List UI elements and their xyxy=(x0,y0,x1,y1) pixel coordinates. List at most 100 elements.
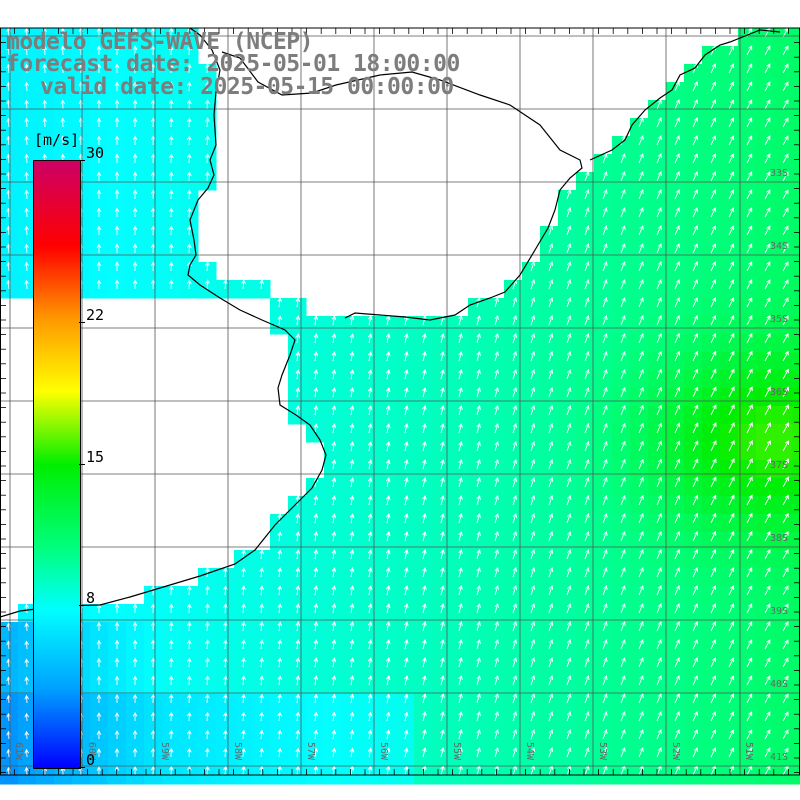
field-cell xyxy=(234,640,253,659)
field-cell xyxy=(378,406,397,425)
wind-arrow xyxy=(187,639,192,650)
wind-arrow xyxy=(114,135,120,146)
field-cell xyxy=(324,514,343,533)
field-cell xyxy=(756,676,775,695)
field-cell xyxy=(648,298,667,317)
wind-arrow xyxy=(24,45,29,56)
field-cell xyxy=(702,514,721,533)
wind-arrow xyxy=(566,386,572,398)
field-cell xyxy=(720,136,739,155)
wind-arrow xyxy=(96,712,102,722)
field-cell xyxy=(612,730,631,749)
field-cell xyxy=(558,568,577,587)
field-cell xyxy=(522,334,541,353)
field-cell xyxy=(792,46,800,65)
wind-arrow xyxy=(150,99,156,110)
field-cell xyxy=(162,172,181,191)
wind-arrow xyxy=(602,531,608,542)
wind-arrow xyxy=(458,315,463,326)
wind-arrow xyxy=(584,404,590,416)
field-cell xyxy=(468,676,487,695)
field-cell xyxy=(792,64,800,83)
wind-arrow xyxy=(313,621,319,632)
field-cell xyxy=(414,316,433,335)
field-cell xyxy=(540,712,559,731)
field-cell xyxy=(378,640,397,659)
field-cell xyxy=(252,658,271,677)
field-cell xyxy=(666,424,685,443)
field-cell xyxy=(198,658,217,677)
wind-arrow xyxy=(638,315,644,326)
wind-arrow xyxy=(782,603,789,614)
wind-arrow xyxy=(764,81,771,92)
field-cell xyxy=(702,244,721,263)
wind-arrow xyxy=(422,549,427,560)
field-cell xyxy=(360,370,379,389)
field-cell xyxy=(306,532,325,551)
field-cell xyxy=(360,532,379,551)
field-cell xyxy=(576,316,595,335)
field-cell xyxy=(468,550,487,569)
field-cell xyxy=(684,352,703,371)
field-cell xyxy=(540,298,559,317)
field-cell xyxy=(504,586,523,605)
field-cell xyxy=(0,28,19,47)
field-cell xyxy=(630,514,649,533)
wind-arrow xyxy=(656,711,662,722)
field-cell xyxy=(594,730,613,749)
field-cell xyxy=(666,550,685,569)
field-cell xyxy=(108,190,127,209)
wind-arrow xyxy=(548,261,554,272)
field-cell xyxy=(720,298,739,317)
wind-arrow xyxy=(24,766,30,776)
wind-arrow xyxy=(187,171,192,182)
field-cell xyxy=(360,640,379,659)
wind-arrow xyxy=(168,207,174,218)
wind-arrow xyxy=(422,405,427,416)
field-cell xyxy=(774,658,793,677)
wind-arrow xyxy=(187,243,192,254)
field-cell xyxy=(756,82,775,101)
wind-arrow xyxy=(584,657,590,668)
field-cell xyxy=(198,586,217,605)
wind-arrow xyxy=(530,369,536,380)
field-cell xyxy=(792,622,800,641)
wind-arrow xyxy=(584,458,590,470)
wind-arrow xyxy=(620,153,626,164)
wind-arrow xyxy=(42,45,48,56)
wind-arrow xyxy=(764,530,771,542)
wind-arrow xyxy=(656,189,662,200)
field-cell xyxy=(450,712,469,731)
wind-arrow xyxy=(782,135,789,146)
field-cell xyxy=(612,586,631,605)
field-cell xyxy=(378,352,397,371)
field-cell xyxy=(342,388,361,407)
field-cell xyxy=(612,640,631,659)
wind-arrow xyxy=(476,333,481,344)
wind-arrow xyxy=(458,369,463,380)
field-cell xyxy=(162,46,181,65)
wind-arrow xyxy=(782,243,789,254)
field-cell xyxy=(306,514,325,533)
wind-arrow xyxy=(150,765,156,776)
wind-arrow xyxy=(512,351,518,362)
field-cell xyxy=(360,334,379,353)
field-cell xyxy=(666,622,685,641)
wind-arrow xyxy=(458,657,463,668)
wind-arrow xyxy=(187,99,192,110)
field-cell xyxy=(162,748,181,767)
field-cell xyxy=(90,658,109,677)
wind-arrow xyxy=(710,279,717,290)
wind-arrow xyxy=(566,422,572,434)
field-cell xyxy=(720,226,739,245)
field-cell xyxy=(144,118,163,137)
wind-arrow xyxy=(476,513,481,524)
lat-lon-grid xyxy=(0,27,800,776)
field-cell xyxy=(108,64,127,83)
wind-arrow xyxy=(150,81,156,92)
wind-arrow xyxy=(385,369,391,380)
field-cell xyxy=(198,262,217,281)
wind-arrow xyxy=(458,495,463,506)
wind-arrow xyxy=(223,729,228,740)
wind-arrow xyxy=(782,189,789,200)
